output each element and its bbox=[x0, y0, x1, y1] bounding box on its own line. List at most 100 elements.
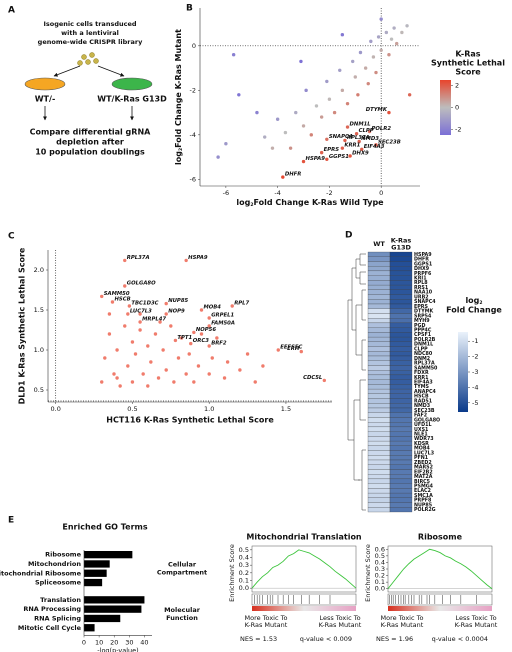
heatmap-cell bbox=[367, 275, 391, 281]
text-line: Molecular bbox=[164, 606, 201, 614]
row-label: HSCB bbox=[414, 394, 429, 400]
point bbox=[379, 17, 383, 21]
text-line: Compartment bbox=[157, 569, 207, 577]
row-label: PGD bbox=[414, 323, 425, 329]
point bbox=[395, 41, 399, 46]
row-label: NMD3 bbox=[414, 403, 430, 409]
intro-text: with a lentiviral bbox=[61, 29, 119, 37]
point-label: FAM50A bbox=[211, 321, 235, 327]
point bbox=[130, 380, 135, 384]
heatmap-cell bbox=[389, 341, 413, 347]
heatmap-cell bbox=[367, 289, 391, 295]
y-tick-label: 0.1 bbox=[239, 577, 249, 585]
enrichment-curve bbox=[251, 549, 357, 589]
x-tick-label: 10 bbox=[95, 638, 103, 646]
point bbox=[400, 30, 404, 35]
point bbox=[245, 352, 250, 356]
point bbox=[215, 336, 219, 340]
point bbox=[309, 133, 313, 137]
group-label: Cellular Compartment bbox=[157, 561, 207, 577]
point bbox=[184, 372, 188, 376]
row-label: NUP85 bbox=[414, 502, 432, 508]
heatmap-cell bbox=[367, 507, 391, 513]
heatmap-cell bbox=[389, 422, 413, 428]
point-label: CDC5L bbox=[303, 375, 322, 381]
point bbox=[345, 101, 350, 106]
x-tick-label: 40 bbox=[140, 638, 148, 646]
colorbar-tick-label: -3 bbox=[472, 368, 478, 376]
y-axis-title-part: log bbox=[174, 151, 183, 165]
heatmap-cell bbox=[389, 398, 413, 404]
point bbox=[103, 356, 107, 360]
heatmap-cell bbox=[367, 355, 391, 361]
point bbox=[304, 88, 308, 93]
point-label: EEFSEC bbox=[280, 345, 302, 351]
y-tick-label: 0.2 bbox=[239, 569, 249, 577]
point bbox=[322, 378, 327, 383]
row-label: DNM1L bbox=[414, 342, 433, 348]
colorbar-title: Score bbox=[455, 68, 481, 77]
row-label: GOLGA8O bbox=[414, 417, 440, 423]
point-label: EPRS bbox=[324, 147, 340, 153]
group-label: Molecular Function bbox=[164, 606, 201, 622]
row-label: GGPS1 bbox=[414, 261, 432, 267]
x-tick-label: 0 bbox=[379, 189, 383, 197]
panel-label: A bbox=[8, 6, 15, 16]
point bbox=[348, 154, 352, 158]
point bbox=[179, 336, 184, 340]
point bbox=[192, 330, 196, 335]
intro-text: Isogenic cells transduced bbox=[43, 20, 136, 28]
dish-label: WT/K-Ras G13D bbox=[97, 95, 167, 104]
heatmap-cell bbox=[389, 322, 413, 328]
heatmap-cell bbox=[389, 318, 413, 324]
x-tick-label: 0.5 bbox=[127, 405, 137, 413]
chart-title: Mitochondrial Translation bbox=[246, 533, 362, 542]
heatmap-cell bbox=[389, 417, 413, 423]
y-tick-label: -4 bbox=[190, 131, 196, 139]
heatmap-cell bbox=[389, 488, 413, 494]
heatmap-cell bbox=[367, 488, 391, 494]
stat-label: NES = 1.53 bbox=[240, 635, 277, 643]
enrichment-curve bbox=[387, 548, 493, 590]
y-tick-label: 1.0 bbox=[34, 346, 44, 354]
heatmap-cell bbox=[389, 336, 413, 342]
heatmap-cell bbox=[367, 299, 391, 305]
colorbar bbox=[440, 80, 451, 135]
category-label: Mitochondrion bbox=[28, 560, 81, 568]
point-label: DNM1L bbox=[350, 122, 371, 128]
point bbox=[138, 312, 142, 316]
text-line: G13D bbox=[391, 244, 411, 252]
point bbox=[196, 364, 201, 368]
hits-frame bbox=[251, 593, 357, 606]
y-tick-label: 0.5 bbox=[34, 386, 44, 394]
heatmap-cell bbox=[389, 256, 413, 262]
point bbox=[301, 124, 306, 128]
heatmap-cell bbox=[389, 445, 413, 451]
y-axis-title-part: Fold Change K-Ras Mutant bbox=[174, 29, 183, 148]
heatmap-cell bbox=[367, 478, 391, 484]
heatmap-cell bbox=[367, 502, 391, 508]
point bbox=[340, 88, 345, 93]
point bbox=[225, 360, 230, 364]
y-tick-label: 2.0 bbox=[34, 266, 44, 274]
y-tick-label: 0.4 bbox=[239, 554, 249, 562]
point bbox=[146, 344, 150, 348]
row-label: RRS1 bbox=[414, 285, 428, 291]
point bbox=[261, 364, 265, 368]
row-label: RPL8 bbox=[414, 280, 428, 286]
category-label: Ribosome bbox=[45, 551, 81, 559]
x-tick-label: 1.5 bbox=[281, 405, 291, 413]
heatmap-cell bbox=[389, 459, 413, 465]
point bbox=[407, 93, 412, 97]
heatmap-cell bbox=[367, 313, 391, 319]
heatmap-cell bbox=[367, 370, 391, 376]
heatmap-cell bbox=[389, 403, 413, 409]
y-tick-label: 0.5 bbox=[239, 546, 249, 554]
row-label: LUC7L3 bbox=[414, 450, 434, 456]
row-label: TYMS bbox=[414, 384, 430, 390]
point bbox=[112, 372, 116, 376]
y-tick-label: 0.3 bbox=[375, 565, 385, 573]
y-tick-label: 1.5 bbox=[34, 306, 44, 314]
point bbox=[141, 372, 145, 376]
point bbox=[319, 150, 324, 155]
